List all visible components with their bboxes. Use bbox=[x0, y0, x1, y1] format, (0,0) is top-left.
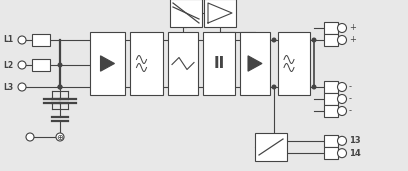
Circle shape bbox=[18, 36, 26, 44]
Text: ⊕: ⊕ bbox=[56, 133, 64, 141]
Bar bbox=[278, 32, 310, 95]
Bar bbox=[90, 32, 125, 95]
Polygon shape bbox=[100, 56, 115, 71]
Bar bbox=[324, 81, 338, 93]
Circle shape bbox=[312, 38, 316, 42]
Circle shape bbox=[272, 38, 276, 42]
Bar bbox=[32, 59, 50, 71]
Bar bbox=[324, 34, 338, 46]
Circle shape bbox=[337, 23, 346, 32]
Circle shape bbox=[58, 85, 62, 89]
Circle shape bbox=[337, 36, 346, 44]
Text: -: - bbox=[349, 107, 352, 115]
Text: -: - bbox=[349, 82, 352, 91]
Text: L3: L3 bbox=[3, 82, 13, 91]
Circle shape bbox=[337, 95, 346, 103]
Bar bbox=[324, 147, 338, 159]
Text: +: + bbox=[349, 36, 356, 44]
Bar bbox=[324, 135, 338, 147]
Circle shape bbox=[26, 133, 34, 141]
Bar bbox=[255, 133, 287, 161]
Text: L1: L1 bbox=[3, 36, 13, 44]
Bar bbox=[240, 32, 270, 95]
Bar bbox=[324, 105, 338, 117]
Bar bbox=[204, 0, 236, 27]
Bar bbox=[170, 0, 202, 27]
Text: -: - bbox=[349, 95, 352, 103]
Text: 14: 14 bbox=[349, 149, 361, 158]
Bar bbox=[168, 32, 198, 95]
Circle shape bbox=[58, 85, 62, 89]
Bar bbox=[130, 32, 163, 95]
Text: 13: 13 bbox=[349, 136, 361, 145]
Circle shape bbox=[337, 82, 346, 91]
Text: L2: L2 bbox=[3, 61, 13, 69]
Circle shape bbox=[18, 61, 26, 69]
Circle shape bbox=[18, 83, 26, 91]
Circle shape bbox=[337, 107, 346, 115]
Circle shape bbox=[56, 133, 64, 141]
Circle shape bbox=[272, 85, 276, 89]
Circle shape bbox=[337, 149, 346, 158]
Bar bbox=[324, 93, 338, 105]
Bar bbox=[324, 22, 338, 34]
Polygon shape bbox=[248, 56, 262, 71]
Text: +: + bbox=[349, 23, 356, 32]
Bar bbox=[203, 32, 235, 95]
Circle shape bbox=[58, 63, 62, 67]
Bar bbox=[32, 34, 50, 46]
Circle shape bbox=[312, 85, 316, 89]
Circle shape bbox=[337, 136, 346, 145]
Text: II: II bbox=[213, 56, 225, 71]
